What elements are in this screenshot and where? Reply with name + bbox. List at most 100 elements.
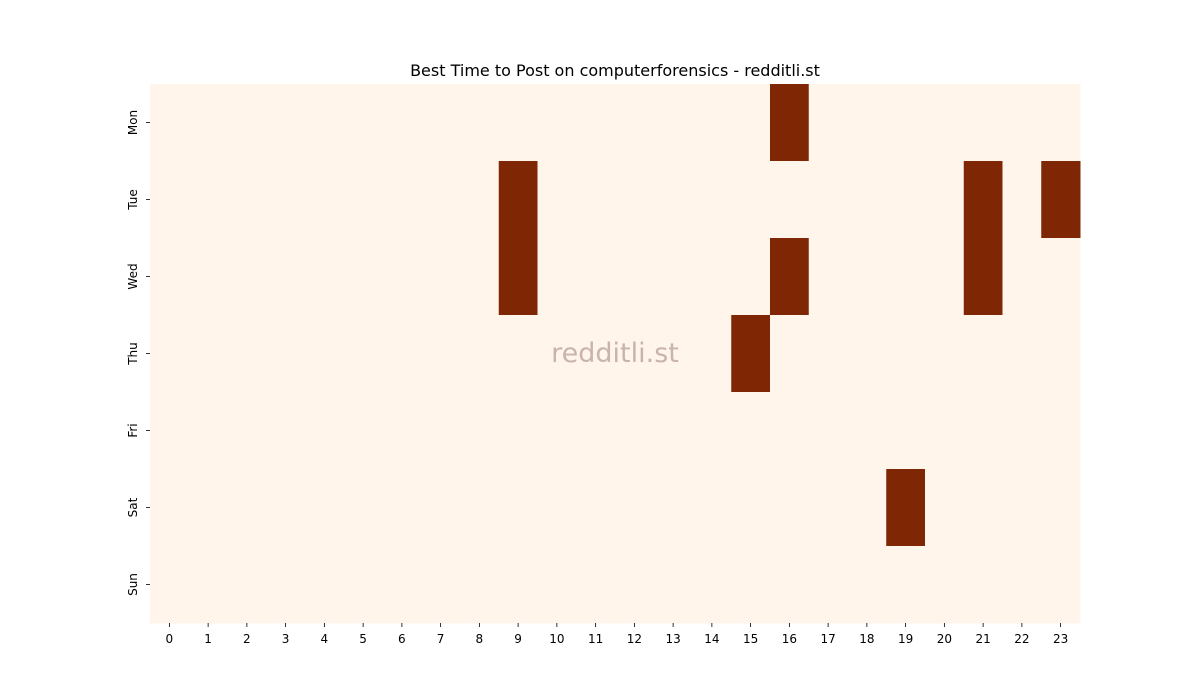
heatmap-cell-tue-18	[847, 161, 887, 239]
heatmap-cell-fri-4	[305, 392, 345, 470]
heatmap-cell-mon-4	[305, 84, 345, 162]
heatmap-cell-sat-2	[227, 469, 267, 547]
y-tick-label: Wed	[126, 263, 140, 289]
heatmap-cell-sun-17	[808, 546, 848, 624]
heatmap-cell-sat-13	[653, 469, 693, 547]
heatmap-cell-fri-6	[382, 392, 422, 470]
heatmap-cell-fri-10	[537, 392, 577, 470]
x-axis-ticks: 0 1 2 3 4 5 6 7 8 9 10 11 12 13 14 15 16 17 18 19 20 21 22 23	[166, 623, 1068, 646]
heatmap-cell-thu-9	[498, 315, 538, 393]
heatmap-cell-thu-21	[963, 315, 1003, 393]
heatmap-cell-fri-7	[421, 392, 461, 470]
heatmap-cell-fri-14	[692, 392, 732, 470]
heatmap-cell-sun-18	[847, 546, 887, 624]
heatmap-cell-mon-9	[498, 84, 538, 162]
y-axis-ticks: Mon Tue Wed Thu Fri Sat Sun	[126, 110, 150, 596]
heatmap-cell-mon-8	[460, 84, 500, 162]
heatmap-cell-thu-10	[537, 315, 577, 393]
x-tick-label: 17	[820, 632, 835, 646]
heatmap-cell-thu-15	[731, 315, 771, 393]
heatmap-cell-mon-19	[886, 84, 926, 162]
heatmap-cells	[150, 84, 1081, 624]
heatmap-cell-sun-5	[343, 546, 383, 624]
x-tick-label: 4	[321, 632, 329, 646]
heatmap-cell-wed-19	[886, 238, 926, 316]
heatmap-cell-sat-1	[188, 469, 228, 547]
heatmap-cell-wed-15	[731, 238, 771, 316]
heatmap-cell-tue-5	[343, 161, 383, 239]
heatmap-cell-mon-16	[770, 84, 810, 162]
heatmap-cell-tue-1	[188, 161, 228, 239]
heatmap-cell-fri-15	[731, 392, 771, 470]
x-tick-label: 23	[1053, 632, 1068, 646]
x-tick-label: 3	[282, 632, 290, 646]
heatmap-cell-sun-10	[537, 546, 577, 624]
heatmap-cell-thu-18	[847, 315, 887, 393]
heatmap-cell-sat-19	[886, 469, 926, 547]
heatmap-cell-fri-19	[886, 392, 926, 470]
heatmap-cell-mon-17	[808, 84, 848, 162]
heatmap-cell-sun-21	[963, 546, 1003, 624]
heatmap-cell-mon-5	[343, 84, 383, 162]
heatmap-cell-sat-22	[1002, 469, 1042, 547]
heatmap-cell-wed-16	[770, 238, 810, 316]
heatmap-cell-wed-4	[305, 238, 345, 316]
heatmap-cell-wed-10	[537, 238, 577, 316]
heatmap-cell-tue-13	[653, 161, 693, 239]
heatmap-cell-tue-4	[305, 161, 345, 239]
heatmap-cell-mon-21	[963, 84, 1003, 162]
chart-title: Best Time to Post on computerforensics -…	[410, 61, 820, 80]
heatmap-cell-wed-23	[1041, 238, 1081, 316]
heatmap-cell-tue-8	[460, 161, 500, 239]
heatmap-cell-mon-14	[692, 84, 732, 162]
heatmap-cell-thu-11	[576, 315, 616, 393]
heatmap-cell-sat-10	[537, 469, 577, 547]
heatmap-cell-tue-7	[421, 161, 461, 239]
heatmap-cell-thu-5	[343, 315, 383, 393]
heatmap-cell-mon-1	[188, 84, 228, 162]
heatmap-cell-thu-22	[1002, 315, 1042, 393]
heatmap-cell-wed-9	[498, 238, 538, 316]
heatmap-cell-thu-6	[382, 315, 422, 393]
heatmap-cell-mon-20	[925, 84, 965, 162]
heatmap-cell-thu-17	[808, 315, 848, 393]
heatmap-cell-sat-16	[770, 469, 810, 547]
x-tick-label: 21	[975, 632, 990, 646]
heatmap-cell-wed-18	[847, 238, 887, 316]
heatmap-cell-fri-9	[498, 392, 538, 470]
heatmap-cell-wed-17	[808, 238, 848, 316]
heatmap-cell-sun-1	[188, 546, 228, 624]
heatmap-cell-wed-11	[576, 238, 616, 316]
heatmap-cell-mon-11	[576, 84, 616, 162]
heatmap-cell-wed-1	[188, 238, 228, 316]
heatmap-cell-thu-4	[305, 315, 345, 393]
heatmap-cell-tue-21	[963, 161, 1003, 239]
heatmap-cell-sun-4	[305, 546, 345, 624]
heatmap-cell-mon-10	[537, 84, 577, 162]
heatmap-cell-sat-15	[731, 469, 771, 547]
heatmap-cell-wed-0	[150, 238, 190, 316]
heatmap-cell-thu-14	[692, 315, 732, 393]
x-tick-label: 16	[782, 632, 797, 646]
heatmap-cell-mon-6	[382, 84, 422, 162]
heatmap-cell-tue-16	[770, 161, 810, 239]
heatmap-cell-fri-13	[653, 392, 693, 470]
x-tick-label: 8	[476, 632, 484, 646]
x-tick-label: 2	[243, 632, 251, 646]
heatmap-cell-mon-3	[266, 84, 306, 162]
heatmap-cell-sun-15	[731, 546, 771, 624]
heatmap-cell-tue-20	[925, 161, 965, 239]
heatmap-cell-fri-1	[188, 392, 228, 470]
x-tick-label: 15	[743, 632, 758, 646]
y-tick-label: Sun	[126, 573, 140, 596]
heatmap-cell-wed-8	[460, 238, 500, 316]
heatmap-cell-thu-0	[150, 315, 190, 393]
heatmap-cell-fri-17	[808, 392, 848, 470]
heatmap-cell-mon-13	[653, 84, 693, 162]
heatmap-cell-sat-20	[925, 469, 965, 547]
heatmap-cell-tue-22	[1002, 161, 1042, 239]
heatmap-cell-sat-11	[576, 469, 616, 547]
heatmap-cell-sat-5	[343, 469, 383, 547]
y-tick-label: Sat	[126, 497, 140, 517]
x-tick-label: 19	[898, 632, 913, 646]
